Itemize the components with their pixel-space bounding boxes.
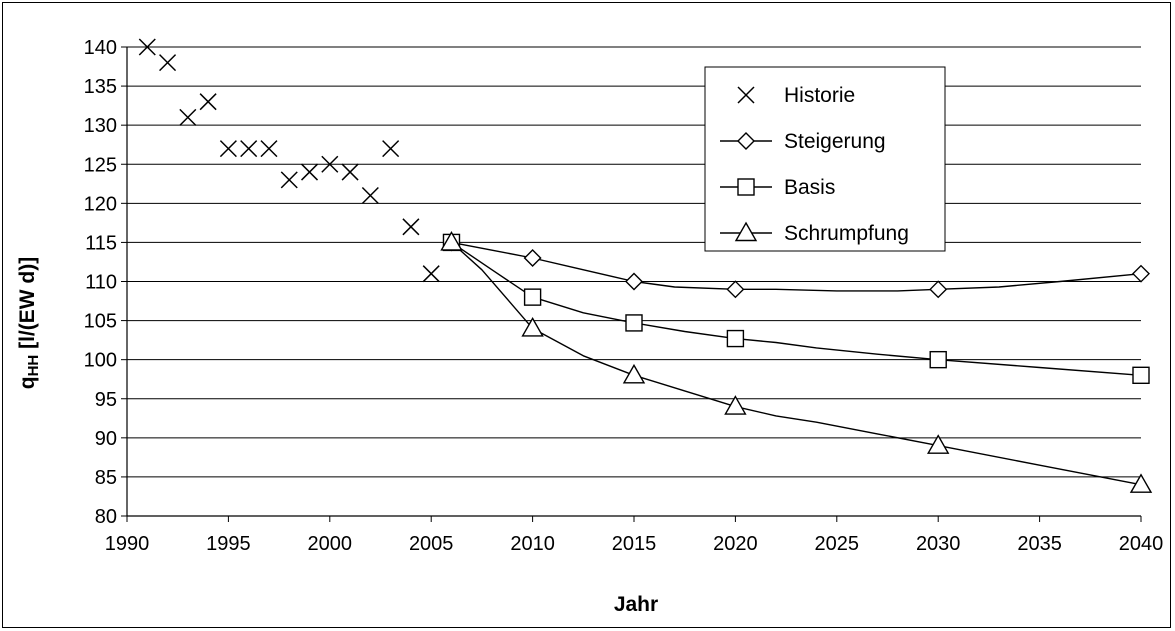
marker-steigerung-2040-5	[1132, 264, 1150, 283]
marker-historie-1999-8	[300, 163, 319, 181]
marker-historie-2002-11	[361, 186, 379, 205]
legend-marker-basis	[737, 178, 755, 196]
x-tick-label-2040: 2040	[1119, 533, 1164, 555]
marker-schrumpfung-2030-4	[926, 434, 950, 454]
marker-basis-2010-1	[523, 288, 542, 306]
marker-historie-2000-9	[321, 155, 339, 173]
marker-historie-1993-2	[179, 108, 197, 126]
marker-historie-1996-5	[240, 140, 258, 158]
marker-historie-2003-12	[382, 140, 400, 158]
legend-label-historie: Historie	[784, 84, 855, 107]
x-tick-label-2020: 2020	[713, 533, 758, 555]
x-tick-label-2015: 2015	[612, 533, 657, 555]
y-tick-label-85: 85	[95, 467, 117, 489]
y-axis-title-unit: [l/(EW d)]	[16, 257, 39, 355]
marker-steigerung-2015-2	[625, 272, 643, 291]
y-tick-label-105: 105	[84, 311, 117, 333]
legend: Historie Steigerung Basis Schrumpfung	[704, 66, 946, 252]
y-tick-label-90: 90	[95, 428, 117, 450]
x-tick-label-2035: 2035	[1017, 533, 1062, 555]
legend-marker-steigerung	[737, 132, 755, 150]
marker-steigerung-2010-1	[523, 249, 542, 268]
marker-historie-2004-13	[402, 218, 420, 236]
series-line-schrumpfung	[451, 241, 1142, 486]
x-axis-title: Jahr	[614, 593, 658, 616]
legend-marker-historie	[737, 86, 755, 104]
marker-basis-2030-4	[929, 350, 947, 369]
marker-schrumpfung-2020-3	[724, 395, 747, 415]
y-axis-title: qHH [l/(EW d)]	[16, 257, 42, 389]
marker-historie-1992-1	[159, 54, 177, 72]
marker-historie-2005-14	[422, 265, 440, 283]
marker-basis-2015-2	[625, 314, 643, 332]
marker-historie-1991-0	[138, 38, 156, 56]
y-tick-label-140: 140	[84, 37, 117, 59]
marker-basis-2040-5	[1132, 366, 1150, 384]
series-markers	[138, 38, 1153, 493]
marker-historie-1998-7	[280, 171, 298, 189]
y-axis-title-subscript: HH	[25, 355, 42, 377]
marker-steigerung-2020-3	[726, 280, 745, 299]
y-tick-label-120: 120	[84, 193, 117, 215]
marker-historie-2001-10	[341, 163, 359, 181]
x-tick-label-1990: 1990	[105, 533, 150, 555]
x-tick-label-2000: 2000	[308, 533, 353, 555]
legend-label-steigerung: Steigerung	[784, 130, 886, 153]
marker-historie-1997-6	[260, 140, 278, 158]
y-tick-label-125: 125	[84, 154, 117, 176]
legend-box	[704, 66, 946, 252]
x-tick-label-2030: 2030	[916, 533, 961, 555]
marker-historie-1995-4	[219, 140, 237, 158]
x-tick-label-2005: 2005	[409, 533, 454, 555]
marker-steigerung-2030-4	[929, 280, 948, 299]
legend-label-basis: Basis	[784, 176, 835, 199]
y-tick-label-80: 80	[95, 506, 117, 528]
y-tick-label-95: 95	[95, 389, 117, 411]
y-tick-labels: 80 85 90 95 100 105 110 115 120 125 130 135 140	[84, 37, 117, 528]
legend-label-schrumpfung: Schrumpfung	[784, 222, 909, 245]
x-tick-label-1995: 1995	[206, 533, 251, 555]
y-tick-label-115: 115	[85, 232, 117, 254]
axes	[121, 46, 1142, 522]
y-tick-label-135: 135	[84, 76, 117, 98]
series-lines	[451, 241, 1142, 486]
legend-marker-schrumpfung	[734, 221, 758, 242]
marker-schrumpfung-2006-0	[440, 231, 463, 251]
series-line-basis	[451, 241, 1142, 376]
marker-historie-1994-3	[199, 93, 217, 111]
marker-schrumpfung-2015-2	[622, 363, 646, 384]
y-tick-label-110: 110	[85, 272, 117, 294]
x-tick-label-2025: 2025	[815, 533, 860, 555]
marker-schrumpfung-2010-1	[521, 316, 544, 337]
marker-basis-2020-3	[726, 329, 745, 348]
y-axis-title-main: q	[16, 376, 39, 389]
x-tick-label-2010: 2010	[510, 533, 555, 555]
marker-schrumpfung-2040-5	[1129, 473, 1153, 493]
gridlines	[127, 46, 1141, 478]
y-tick-label-130: 130	[84, 115, 117, 137]
y-tick-label-100: 100	[84, 350, 117, 372]
x-tick-labels: 1990 1995 2000 2005 2010 2015 2020 2025 2030 2035…	[105, 533, 1164, 555]
